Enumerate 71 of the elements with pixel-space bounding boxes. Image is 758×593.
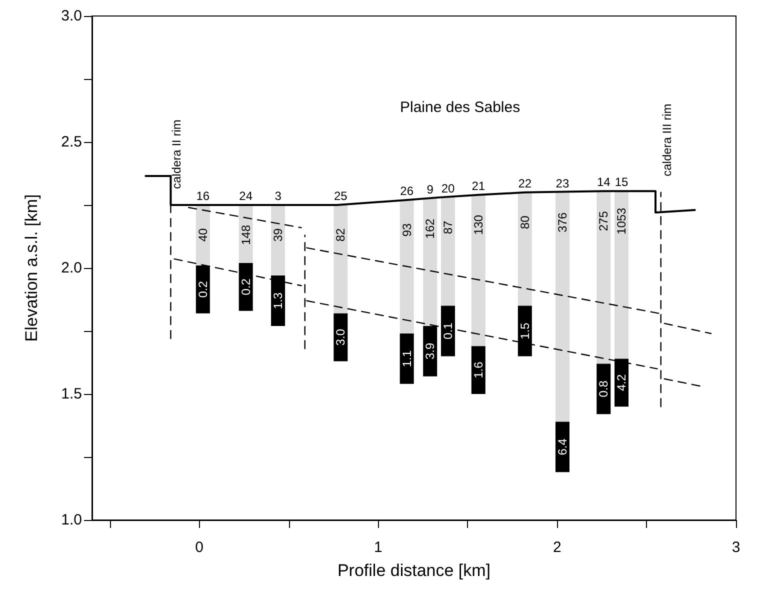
bar [238, 262, 253, 311]
annotation: 162 [423, 218, 438, 239]
bar [555, 422, 570, 472]
y-tick-label: 1.0 [61, 512, 82, 528]
annotation: 87 [440, 220, 455, 234]
bar [471, 194, 486, 346]
annotation: 275 [596, 210, 611, 232]
bar [518, 306, 532, 356]
annotation: 80 [518, 215, 532, 230]
annotation: 130 [471, 214, 486, 235]
annotation: 0.1 [440, 322, 455, 340]
annotation: 3.0 [334, 328, 348, 346]
annotation: 26 [400, 184, 414, 198]
bar [440, 197, 455, 306]
annotation: 148 [238, 224, 253, 246]
annotation: 376 [555, 212, 570, 232]
annotation: 16 [196, 189, 210, 203]
bar [596, 191, 611, 364]
annotation: 24 [239, 189, 253, 203]
annotation: 39 [271, 228, 286, 242]
text: caldera III rim [660, 104, 674, 176]
bar [400, 334, 414, 384]
annotation: 14 [596, 175, 611, 190]
bar [334, 205, 348, 314]
annotation: 1.3 [271, 292, 286, 310]
y-axis-title: Elevation a.s.l. [km] [22, 194, 41, 342]
y-tick-label: 2.0 [61, 260, 82, 276]
bar [400, 200, 414, 334]
y-tick-label: 1.5 [61, 386, 82, 402]
x-axis-title: Profile distance [km] [337, 561, 491, 580]
bar [518, 192, 532, 306]
annotation: 0.2 [196, 280, 210, 298]
bar [271, 205, 286, 276]
bar [423, 198, 438, 326]
annotation: 0.2 [238, 278, 253, 296]
bar [423, 326, 438, 376]
bar [271, 276, 286, 326]
annotation: 40 [196, 228, 210, 242]
annotation: 22 [518, 176, 532, 190]
x-tick-label: 3 [732, 539, 740, 556]
annotation: 3 [274, 189, 282, 203]
annotation: 3.9 [423, 342, 438, 360]
annotation: Plaine des Sables [400, 99, 520, 116]
annotation: 93 [400, 222, 414, 237]
annotation: 1.5 [518, 322, 532, 340]
annotation: 23 [556, 176, 570, 190]
bar [596, 364, 611, 414]
y-tick-label: 3.0 [61, 8, 82, 24]
annotation: 1.6 [471, 361, 486, 378]
annotation: 82 [334, 228, 348, 242]
annotation: 1053 [614, 207, 629, 234]
x-tick-label: 0 [195, 539, 204, 556]
annotation: 0.8 [596, 380, 611, 398]
annotation: 6.4 [555, 438, 570, 456]
x-tick-label: 2 [552, 539, 562, 556]
bar [196, 205, 210, 266]
bar [555, 192, 570, 422]
annotation: 21 [472, 178, 486, 193]
y-tick-label: 2.5 [61, 134, 82, 150]
annotation: 20 [441, 181, 455, 196]
annotation: 15 [614, 175, 629, 190]
x-tick-label: 1 [374, 539, 382, 556]
text: caldera II rim [170, 120, 184, 189]
annotation: 25 [334, 189, 348, 203]
annotation: 9 [426, 182, 434, 197]
bar [440, 306, 455, 356]
bar [471, 346, 486, 394]
annotation: 4.2 [614, 374, 629, 392]
annotation: 1.1 [400, 350, 414, 368]
bar [614, 191, 629, 359]
bar [196, 265, 210, 314]
